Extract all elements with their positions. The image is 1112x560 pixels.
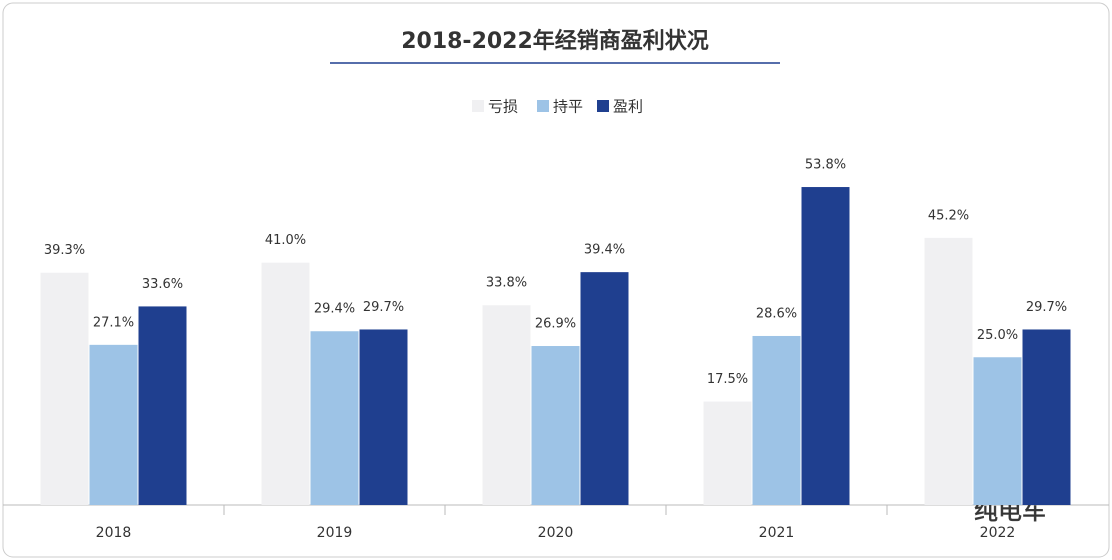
value-label: 29.7% bbox=[1026, 300, 1067, 315]
value-label: 29.7% bbox=[363, 300, 404, 315]
value-label: 39.3% bbox=[44, 243, 85, 258]
legend-swatch bbox=[472, 100, 484, 112]
value-label: 29.4% bbox=[314, 302, 355, 317]
value-label: 45.2% bbox=[928, 208, 969, 223]
value-label: 39.4% bbox=[584, 243, 625, 258]
legend-swatch bbox=[537, 100, 549, 112]
legend-swatch bbox=[597, 100, 609, 112]
bar bbox=[482, 305, 531, 505]
chart-title: 2018-2022年经销商盈利状况 bbox=[401, 28, 709, 54]
bar bbox=[138, 306, 187, 505]
bar bbox=[310, 331, 359, 505]
value-label: 26.9% bbox=[535, 317, 576, 332]
value-label: 41.0% bbox=[265, 233, 306, 248]
bar bbox=[924, 237, 973, 506]
bar bbox=[1022, 329, 1071, 505]
value-label: 27.1% bbox=[93, 315, 134, 330]
value-label: 28.6% bbox=[756, 306, 797, 321]
bar bbox=[40, 272, 89, 505]
bar bbox=[973, 357, 1022, 505]
bar bbox=[359, 329, 408, 505]
value-label: 25.0% bbox=[977, 328, 1018, 343]
value-label: 33.8% bbox=[486, 276, 527, 291]
bar bbox=[752, 335, 801, 505]
bar bbox=[703, 401, 752, 505]
value-label: 53.8% bbox=[805, 158, 846, 173]
x-tick-label: 2021 bbox=[759, 525, 795, 541]
x-tick-label: 2019 bbox=[317, 525, 353, 541]
bar bbox=[261, 262, 310, 505]
bar bbox=[580, 272, 629, 505]
legend-label: 持平 bbox=[553, 98, 583, 116]
value-label: 33.6% bbox=[142, 277, 183, 292]
bar bbox=[89, 344, 138, 505]
bar bbox=[531, 346, 580, 505]
legend-label: 亏损 bbox=[488, 98, 518, 116]
bar bbox=[801, 187, 850, 506]
legend-label: 盈利 bbox=[613, 98, 643, 116]
x-tick-label: 2022 bbox=[980, 525, 1016, 541]
x-tick-label: 2018 bbox=[96, 525, 132, 541]
value-label: 17.5% bbox=[707, 372, 748, 387]
x-tick-label: 2020 bbox=[538, 525, 574, 541]
